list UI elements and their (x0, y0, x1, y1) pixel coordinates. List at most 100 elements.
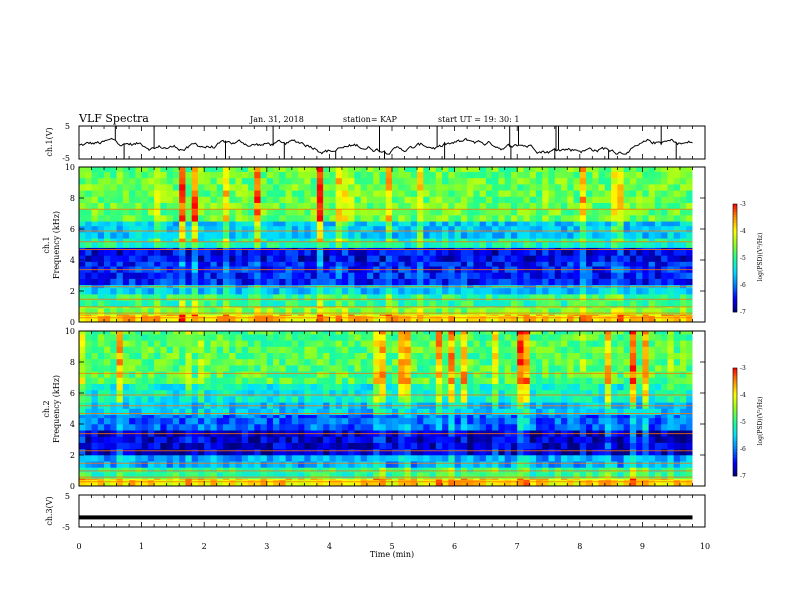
spectrogram-cell (667, 247, 674, 250)
spectrogram-cell (179, 287, 186, 295)
spectrogram-cell (392, 247, 399, 250)
spectrogram-cell (548, 478, 556, 481)
spectrogram-cell (542, 306, 549, 309)
spectrogram-cell (147, 377, 155, 384)
spectrogram-cell (504, 249, 512, 256)
spectrogram-cell (561, 306, 568, 309)
ch1-waveform-frame (78, 125, 706, 160)
spectrogram-cell (642, 448, 649, 456)
spectrogram-cell (561, 315, 568, 323)
spectrogram-cell (417, 436, 424, 443)
spectrogram-cell (654, 196, 662, 203)
spectrogram-cell (573, 232, 581, 239)
spectrogram-cell (310, 278, 318, 286)
spectrogram-cell (485, 202, 493, 210)
spectrogram-cell (360, 424, 368, 431)
spectrogram-cell (310, 461, 318, 468)
spectrogram-cell (229, 308, 236, 315)
spectrogram-cell (392, 377, 399, 384)
spectrogram-cell (291, 448, 299, 456)
spectrogram-cell (241, 442, 249, 450)
spectrogram-cell (166, 383, 174, 391)
spectrogram-cell (110, 472, 117, 479)
spectrogram-cell (485, 171, 493, 179)
spectrogram-cell (629, 202, 637, 210)
spectrogram-cell (492, 255, 499, 262)
spectrogram-cell (104, 287, 111, 295)
spectrogram-cell (166, 467, 174, 473)
spectrogram-cell (154, 249, 161, 256)
spectrogram-cell (110, 287, 117, 295)
spectrogram-cell (316, 396, 324, 403)
spectrogram-cell (661, 414, 668, 419)
spectrogram-cell (172, 314, 180, 317)
spectrogram-cell (348, 467, 355, 473)
colorbar-cell (733, 295, 737, 299)
spectrogram-cell (617, 300, 624, 307)
spectrogram-cell (573, 436, 581, 443)
spectrogram-cell (91, 377, 99, 384)
spectrogram-cell (129, 389, 136, 397)
spectrogram-cell (529, 247, 537, 250)
spectrogram-cell (392, 455, 399, 462)
spectrogram-cell (442, 202, 449, 210)
spectrogram-cell (323, 215, 330, 222)
spectrogram-cell (241, 479, 249, 487)
spectrogram-cell (567, 215, 574, 222)
spectrogram-cell (460, 436, 468, 443)
spectrogram-cell (629, 478, 637, 481)
spectrogram-cell (373, 272, 380, 279)
spectrogram-cell (542, 196, 549, 203)
spectrogram-cell (423, 383, 430, 391)
spectrogram-cell (579, 278, 587, 286)
spectrogram-cell (442, 455, 449, 462)
spectrogram-cell (210, 232, 218, 239)
spectrogram-cell (611, 461, 618, 468)
spectrogram-cell (273, 272, 280, 279)
spectrogram-cell (561, 215, 568, 222)
spectrogram-cell (667, 294, 674, 301)
spectrogram-cell (216, 249, 224, 256)
spectrogram-cell (97, 472, 105, 479)
spectrogram-cell (135, 396, 142, 403)
spectrogram-cell (460, 315, 468, 323)
spectrogram-cell (141, 190, 149, 197)
spectrogram-cell (598, 417, 606, 425)
spectrogram-cell (517, 221, 524, 227)
spectrogram-cell (141, 232, 149, 239)
spectrogram-cell (579, 455, 587, 462)
spectrogram-cell (216, 408, 224, 415)
spectrogram-cell (360, 261, 368, 267)
spectrogram-cell (617, 448, 624, 456)
spectrogram-cell (354, 221, 361, 227)
spectrogram-cell (611, 442, 618, 450)
spectrogram-cell (254, 208, 261, 216)
spectrogram-cell (135, 300, 142, 307)
spectrogram-cell (498, 294, 505, 301)
spectrogram-cell (291, 414, 299, 419)
spectrogram-cell (229, 202, 236, 210)
spectrogram-cell (529, 238, 537, 242)
spectrogram-cell (304, 221, 311, 227)
spectrogram-cell (686, 287, 693, 295)
spectrogram-cell (410, 249, 418, 256)
spectrogram-cell (147, 261, 155, 267)
spectrogram-cell (366, 436, 374, 443)
spectrogram-cell (91, 184, 99, 191)
spectrogram-cell (492, 315, 499, 323)
spectrogram-cell (517, 171, 524, 179)
spectrogram-cell (479, 396, 487, 403)
spectrogram-cell (222, 241, 230, 248)
spectrogram-cell (392, 315, 399, 323)
spectrogram-cell (185, 314, 192, 317)
spectrogram-cell (316, 424, 324, 431)
spectrogram-cell (116, 202, 124, 210)
spectrogram-cell (510, 171, 518, 179)
colorbar-cell (733, 247, 737, 251)
colorbar-cell (733, 239, 737, 243)
spectrogram-cell (579, 414, 587, 419)
spectrogram-cell (241, 478, 249, 481)
spectrogram-cell (398, 278, 405, 286)
spectrogram-cell (661, 478, 668, 481)
spectrogram-cell (373, 215, 380, 222)
